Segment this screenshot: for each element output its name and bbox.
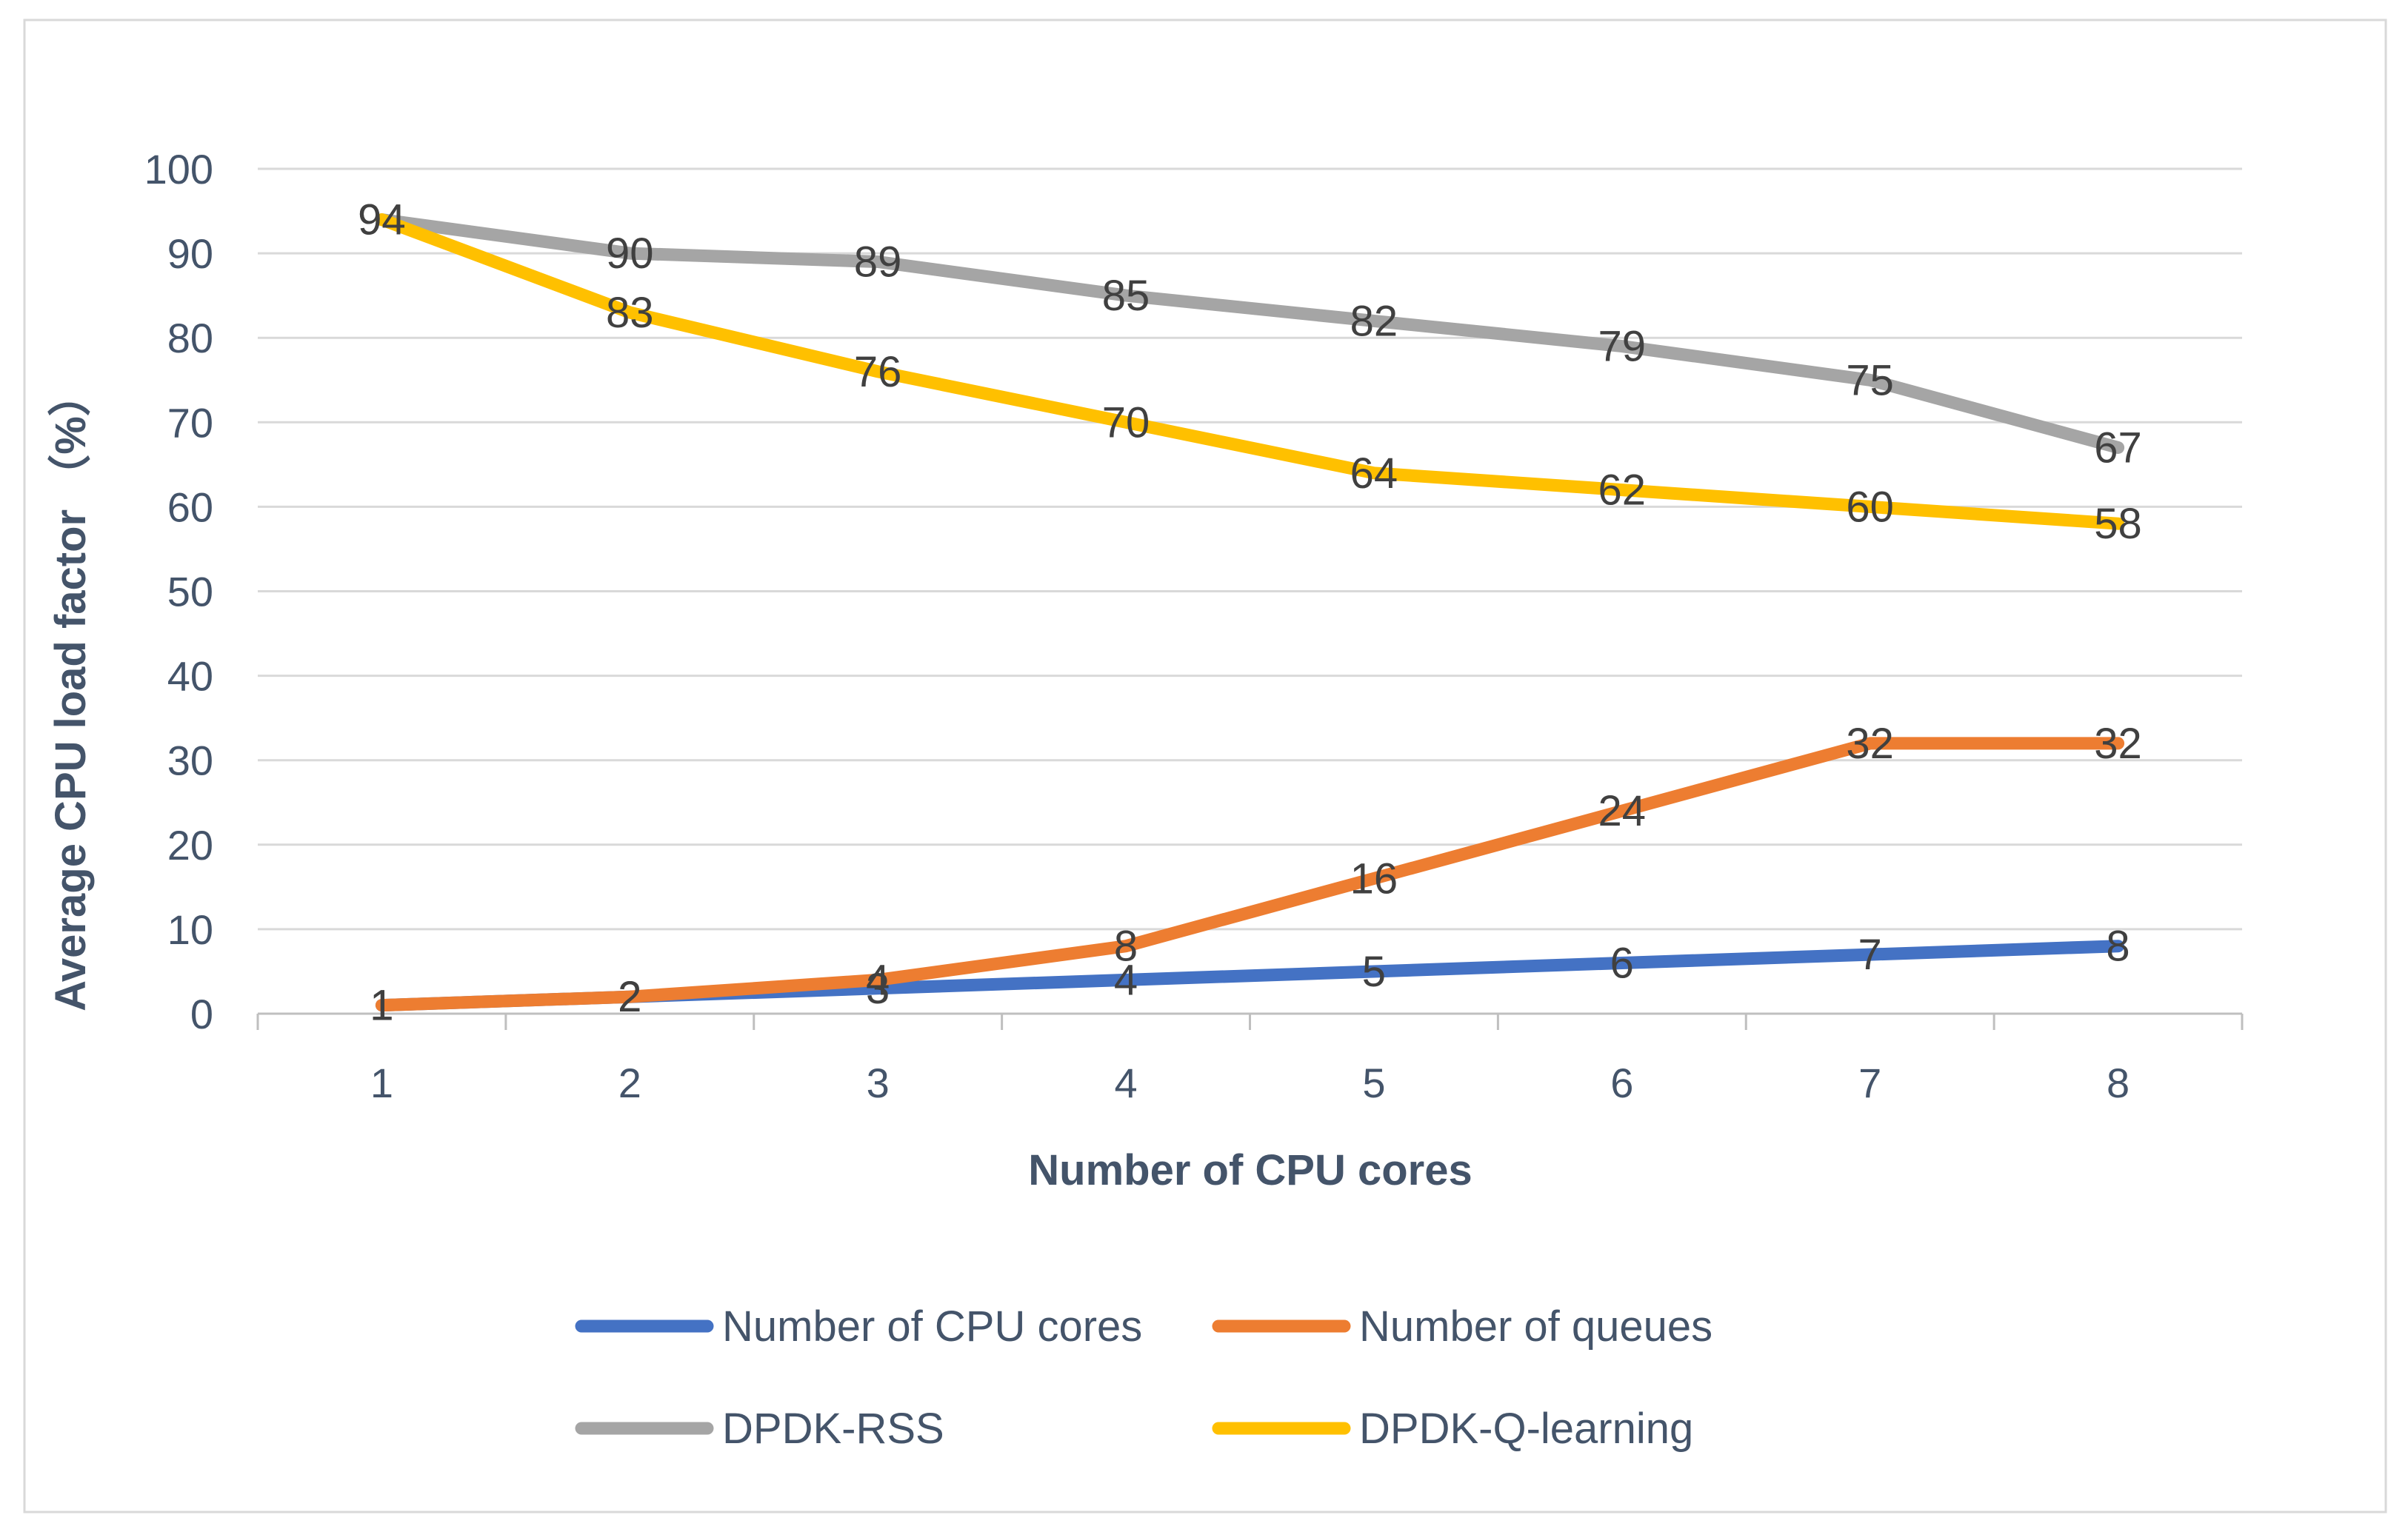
y-tick-label: 10 (167, 906, 213, 953)
y-tick-label: 90 (167, 230, 213, 277)
data-label: 83 (606, 289, 654, 337)
data-label: 2 (618, 973, 641, 1021)
data-label: 85 (1102, 272, 1150, 320)
y-tick-label: 40 (167, 653, 213, 700)
data-label: 24 (1598, 787, 1647, 835)
data-label: 16 (1350, 854, 1398, 903)
data-label: 60 (1846, 483, 1894, 531)
data-label: 32 (2094, 720, 2142, 768)
y-axis-title: Average CPU load factor （%） (47, 373, 95, 1011)
data-label: 1 (370, 982, 393, 1030)
data-label: 58 (2094, 500, 2142, 548)
y-tick-label: 50 (167, 569, 213, 615)
data-label: 32 (1846, 720, 1894, 768)
legend-label: DPDK-RSS (722, 1405, 944, 1453)
y-tick-label: 100 (144, 146, 213, 193)
legend-label: DPDK-Q-learning (1359, 1405, 1693, 1453)
data-label: 76 (854, 348, 902, 396)
data-label: 70 (1102, 398, 1150, 446)
data-label: 94 (358, 195, 406, 244)
legend-label: Number of CPU cores (722, 1302, 1142, 1351)
data-label: 94 (358, 195, 406, 244)
x-tick-label: 2 (618, 1060, 641, 1106)
data-label: 2 (618, 973, 641, 1021)
y-tick-label: 20 (167, 822, 213, 869)
data-label: 1 (370, 982, 393, 1030)
series-line-dpdk-q-learning (375, 213, 2125, 530)
data-label: 8 (1114, 923, 1138, 971)
y-tick-label: 70 (167, 399, 213, 446)
data-label: 3 (866, 965, 890, 1013)
chart-border (23, 19, 2387, 1513)
series-line-number-of-queues (375, 737, 2125, 1012)
data-label: 6 (1610, 940, 1634, 988)
y-tick-label: 80 (167, 315, 213, 361)
data-label: 64 (1350, 449, 1398, 498)
data-label: 75 (1846, 356, 1894, 404)
data-label: 67 (2094, 424, 2142, 472)
y-tick-label: 0 (190, 991, 213, 1037)
data-label: 62 (1598, 466, 1647, 515)
x-tick-label: 5 (1362, 1060, 1385, 1106)
legend: Number of CPU cores Number of queues DPDK-… (575, 1302, 1712, 1453)
x-tick-label: 3 (867, 1060, 890, 1106)
data-label: 5 (1362, 948, 1386, 996)
series-line-dpdk-rss (375, 213, 2125, 454)
y-tick-label: 30 (167, 737, 213, 784)
x-tick-label: 8 (2107, 1060, 2129, 1106)
data-label: 90 (606, 230, 654, 278)
x-tick-label: 4 (1114, 1060, 1137, 1106)
data-label: 7 (1858, 931, 1882, 979)
x-tick-label: 6 (1610, 1060, 1633, 1106)
y-tick-labels: 0 10 20 30 40 50 60 70 80 90 100 (144, 146, 213, 1037)
legend-label: Number of queues (1359, 1302, 1712, 1351)
data-label: 4 (1114, 956, 1138, 1004)
data-label: 4 (866, 956, 890, 1004)
data-label: 82 (1350, 297, 1398, 345)
x-tick-label: 7 (1858, 1060, 1881, 1106)
y-tick-label: 60 (167, 484, 213, 530)
x-tick-labels: 1 2 3 4 5 6 7 8 (370, 1060, 2129, 1106)
data-label: 79 (1598, 323, 1647, 371)
data-label: 89 (854, 238, 902, 287)
x-axis-title: Number of CPU cores (1028, 1146, 1472, 1194)
series-lines (375, 213, 2125, 1012)
data-label: 8 (2106, 923, 2129, 971)
axes (256, 1012, 2244, 1030)
x-tick-label: 1 (370, 1060, 393, 1106)
